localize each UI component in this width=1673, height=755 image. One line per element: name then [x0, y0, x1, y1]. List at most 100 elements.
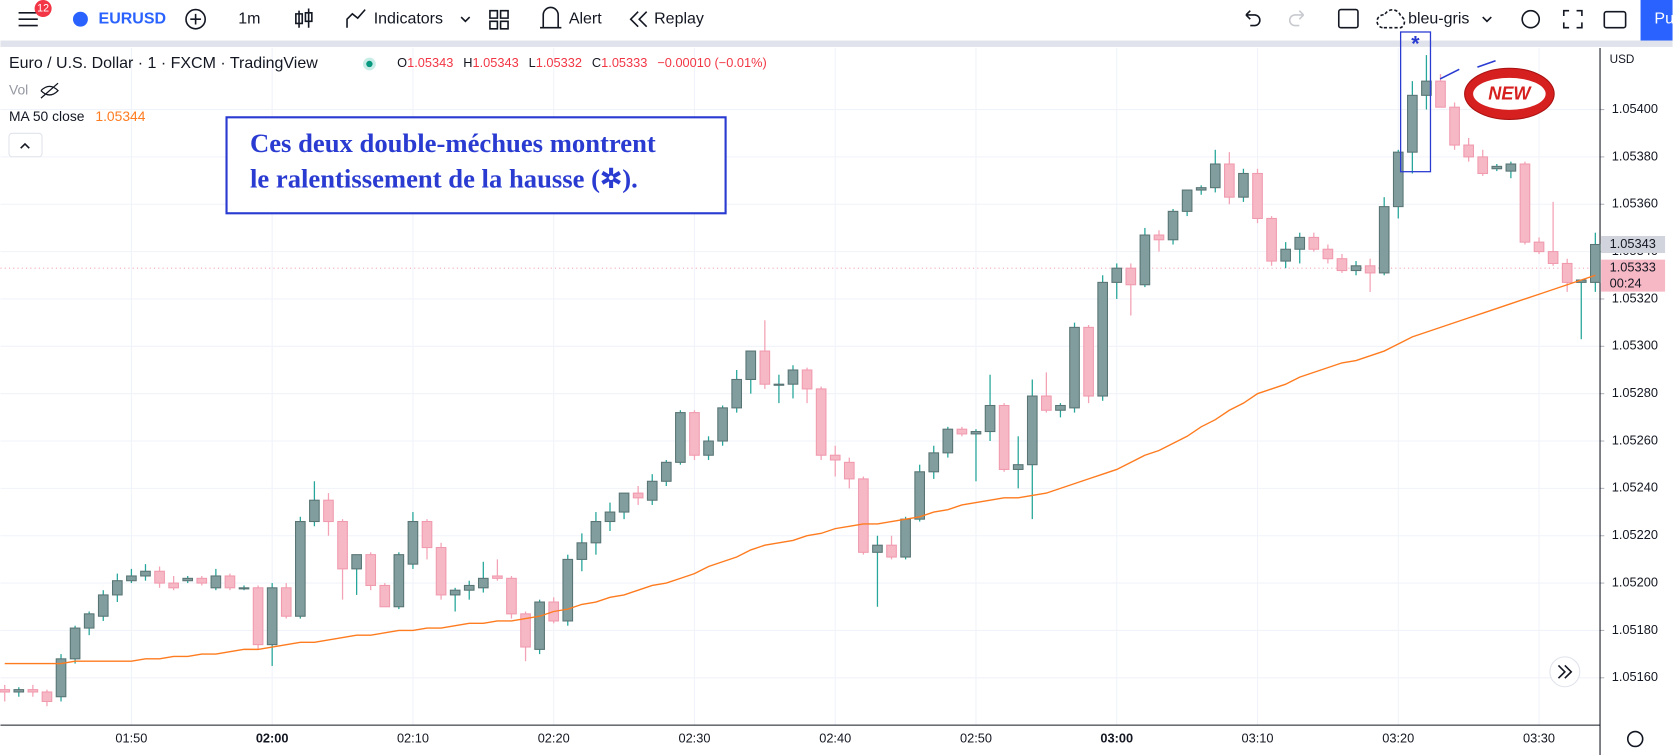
candle-body [534, 601, 545, 650]
candle-body [1350, 265, 1362, 272]
candle-body [843, 461, 855, 480]
change: −0.00010 (−0.01%) [657, 55, 766, 70]
notification-count: 12 [37, 2, 49, 14]
menu-button[interactable] [18, 11, 38, 27]
settings-button[interactable] [1521, 9, 1541, 29]
candle-body [731, 378, 743, 409]
layout-caret [1482, 16, 1492, 23]
candle-body [970, 431, 982, 435]
candle-body [1111, 267, 1123, 283]
candle-body [858, 478, 869, 553]
candle-body [829, 454, 841, 461]
candle-body [1308, 236, 1320, 250]
candle-body [520, 613, 531, 648]
new-badge-text: NEW [1488, 84, 1532, 104]
price-tag [1601, 259, 1666, 292]
chart-type-button[interactable] [295, 8, 313, 28]
x-tick-label: 01:50 [115, 730, 147, 745]
trend-stroke [1439, 60, 1496, 80]
candle-body [492, 575, 503, 579]
undo-button[interactable] [1245, 10, 1261, 27]
fullscreen-toggle[interactable] [1337, 8, 1359, 29]
x-tick-label: 03:20 [1382, 730, 1414, 745]
candle-body [900, 518, 911, 558]
candle-body [1477, 156, 1489, 175]
y-tick-label: 1.05400 [1612, 101, 1658, 116]
y-tick-label: 1.05160 [1612, 669, 1658, 684]
alert-button[interactable]: Alert [569, 10, 602, 27]
x-tick-label: 03:00 [1100, 730, 1133, 745]
candle-body [337, 520, 348, 570]
candle-body [351, 554, 362, 570]
indicators-button[interactable]: Indicators [374, 10, 443, 27]
compare-button[interactable] [185, 8, 207, 30]
notification-badge [34, 0, 52, 18]
candle-body [1407, 94, 1418, 153]
h-label: H [463, 55, 472, 70]
y-tick-label: 1.05360 [1612, 196, 1658, 211]
candle-body [154, 570, 165, 584]
templates-button[interactable] [489, 9, 509, 30]
scroll-to-end[interactable] [1549, 656, 1581, 688]
candle-body [1224, 163, 1235, 198]
candle-body [1336, 258, 1348, 272]
price-tag [1601, 235, 1666, 254]
candle-body [914, 471, 926, 520]
candle-body [435, 547, 447, 596]
layout-name[interactable]: bleu-gris [1408, 10, 1469, 27]
candle-body [1012, 464, 1024, 470]
candle-body [1139, 234, 1151, 286]
candle-body [421, 520, 433, 549]
candle-body [576, 542, 588, 560]
toolbar-bg [0, 0, 1673, 41]
candle-body [1449, 106, 1460, 146]
publish-button[interactable] [1640, 0, 1673, 41]
y-unit: USD [1610, 53, 1635, 66]
symbol-flag [72, 11, 88, 27]
candle-body [604, 511, 616, 523]
candle-body [928, 452, 940, 473]
axis-settings[interactable] [1626, 730, 1644, 748]
indicators-caret [460, 16, 471, 23]
candle-body [294, 520, 306, 617]
candle-body [1266, 217, 1277, 262]
symbol-button[interactable]: EURUSD [99, 10, 166, 27]
ma-label: MA 50 close [9, 108, 85, 124]
candle-body [1069, 326, 1080, 409]
highlight-marker: * [1411, 31, 1420, 55]
candle-body [1421, 80, 1432, 96]
snapshot-button[interactable] [1603, 10, 1627, 29]
candle-body [646, 480, 658, 501]
candle-body [182, 577, 194, 582]
vol-hidden-icon[interactable] [40, 82, 59, 99]
l-value: 1.05332 [536, 55, 582, 70]
candle-body [280, 587, 292, 617]
interval-button[interactable]: 1m [238, 10, 260, 27]
candles-icon [295, 8, 313, 28]
candle-body [69, 627, 81, 660]
candle-body [168, 582, 179, 589]
l-label: L [529, 55, 536, 70]
scroll-icon [1557, 664, 1573, 679]
replay-button[interactable]: Replay [654, 10, 704, 27]
candle-body [506, 577, 517, 615]
candle-body [463, 584, 475, 591]
candle-body [618, 492, 630, 513]
candle-body [984, 404, 996, 433]
replay-icon [629, 11, 648, 28]
candle-body [1533, 241, 1545, 253]
vol-label: Vol [9, 81, 28, 97]
candle-body [55, 658, 67, 698]
candle-body [1463, 144, 1474, 158]
candle-body [1238, 172, 1249, 198]
candle-body [1392, 151, 1404, 208]
redo-button[interactable] [1288, 10, 1305, 27]
candle-body [1561, 262, 1573, 283]
alert-icon [540, 6, 562, 29]
candle-body [1378, 206, 1390, 274]
y-tick-label: 1.05320 [1612, 290, 1658, 305]
fullscreen-button[interactable] [1562, 9, 1583, 29]
